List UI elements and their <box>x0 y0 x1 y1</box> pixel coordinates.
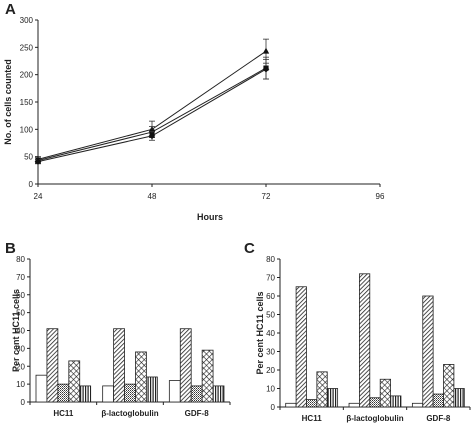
bar-chart-panel-b: 0 10 20 30 40 50 60 70 80 Per cent HC11 cells HC11… <box>11 255 231 418</box>
line-chart-cell-counts: 0 50 100 150 200 250 300 24 48 72 96 Hours No. of ce… <box>3 16 385 222</box>
bar-vert <box>453 388 465 408</box>
y-tick-label: 40 <box>16 327 25 336</box>
category-label: GDF-8 <box>426 414 451 423</box>
x-tick-label: 72 <box>262 192 271 201</box>
bar-white <box>35 374 48 403</box>
y-tick-label: 250 <box>20 43 34 52</box>
bar-white <box>102 385 114 403</box>
y-tick-label: 60 <box>16 291 25 300</box>
y-axis-title: Per cent HC11 cells <box>11 289 21 372</box>
data-point-triangle <box>262 47 270 54</box>
bar-diag <box>113 328 125 403</box>
bar-diag <box>295 286 307 408</box>
bar-cross <box>68 360 81 403</box>
y-tick-label: 50 <box>16 309 25 318</box>
y-tick-label: 30 <box>266 348 275 357</box>
x-axis-title: Hours <box>197 212 223 222</box>
y-tick-label: 10 <box>16 380 25 389</box>
y-tick-label: 80 <box>266 255 275 264</box>
bar-cross <box>316 371 328 408</box>
bar-dots <box>57 383 70 403</box>
bar-white <box>168 380 181 403</box>
y-tick-label: 20 <box>16 362 25 371</box>
bar-diag <box>46 328 59 403</box>
bar-cross <box>379 378 391 408</box>
bar-diag <box>359 273 371 408</box>
panel-label-c: C <box>244 240 255 257</box>
y-tick-label: 30 <box>16 344 25 353</box>
y-tick-label: 20 <box>266 366 275 375</box>
bar-cross <box>201 349 214 403</box>
y-tick-label: 70 <box>16 273 25 282</box>
category-label: HC11 <box>302 414 323 423</box>
bar-dots <box>124 383 136 403</box>
y-tick-label: 70 <box>266 274 275 283</box>
panel-label-b: B <box>5 240 16 257</box>
x-tick-label: 48 <box>148 192 157 201</box>
x-tick-label: 24 <box>34 192 43 201</box>
y-tick-label: 150 <box>20 98 34 107</box>
y-tick-label: 100 <box>20 125 34 134</box>
bar-vert <box>212 385 225 403</box>
panel-label-a: A <box>5 1 16 18</box>
y-axis-title: Per cent HC11 cells <box>255 291 265 374</box>
bar-diag <box>179 328 192 403</box>
bar-cross <box>135 351 147 403</box>
bar-white <box>411 402 424 408</box>
y-tick-label: 60 <box>266 292 275 301</box>
series-line-square <box>37 67 267 161</box>
bar-diag <box>422 295 434 408</box>
y-tick-label: 50 <box>266 311 275 320</box>
bar-vert <box>145 376 158 403</box>
bar-dots <box>432 393 444 408</box>
data-point-diamond <box>262 65 270 73</box>
data-point-diamond <box>34 158 42 165</box>
category-label: β-lactoglobulin <box>101 409 158 418</box>
y-tick-label: 200 <box>20 71 34 80</box>
bar-white <box>348 402 360 408</box>
data-point-diamond <box>148 132 156 140</box>
bar-vert <box>79 385 92 403</box>
category-label: GDF-8 <box>185 409 210 418</box>
y-tick-label: 40 <box>266 329 275 338</box>
y-tick-label: 50 <box>24 153 33 162</box>
y-tick-label: 10 <box>266 385 275 394</box>
bar-dots <box>369 397 381 408</box>
series-line-diamond <box>37 68 267 163</box>
bar-white <box>285 402 297 408</box>
x-tick-label: 96 <box>376 192 385 201</box>
y-axis-title: No. of cells counted <box>3 59 13 145</box>
series-line-triangle <box>37 50 267 160</box>
y-tick-label: 80 <box>16 255 25 264</box>
y-tick-label: 0 <box>29 180 34 189</box>
bar-vert <box>326 388 339 408</box>
y-tick-label: 0 <box>21 398 26 407</box>
category-label: HC11 <box>53 409 74 418</box>
y-tick-label: 0 <box>271 403 276 412</box>
bar-dots <box>190 385 203 403</box>
y-tick-label: 300 <box>20 16 34 25</box>
bar-vert <box>390 395 402 408</box>
category-label: β-lactoglobulin <box>346 414 403 423</box>
bar-chart-panel-c: 0 10 20 30 40 50 60 70 80 Per cent HC11 cells HC11… <box>255 255 471 423</box>
bar-dots <box>306 399 318 408</box>
bar-cross <box>443 364 455 408</box>
